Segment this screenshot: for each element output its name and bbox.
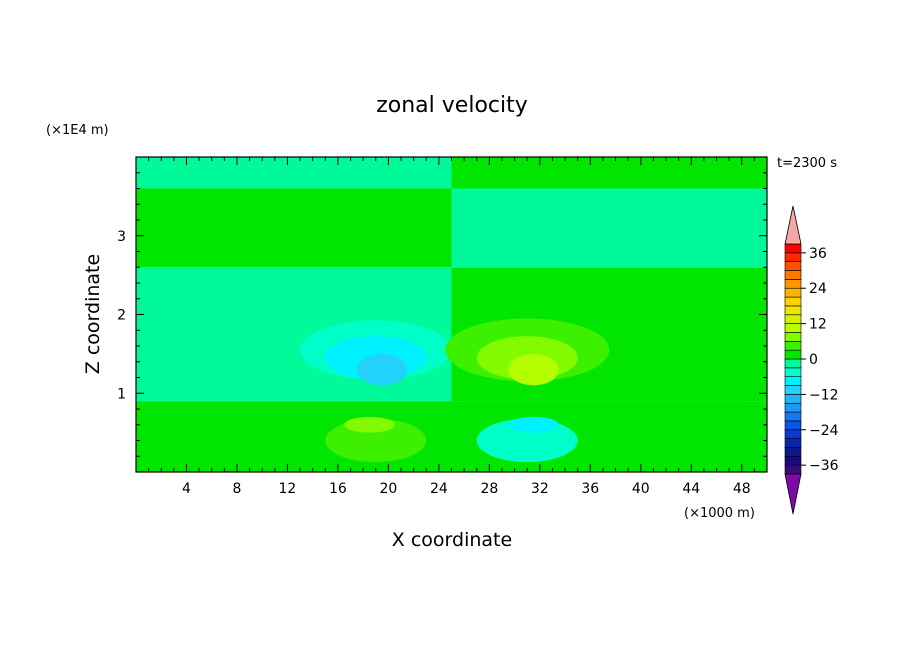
x-tick-label: 36 xyxy=(581,481,599,497)
colorbar-label: 0 xyxy=(809,352,818,368)
colorbar-segment xyxy=(784,429,802,439)
x-tick-label: 40 xyxy=(632,481,650,497)
colorbar-segment xyxy=(784,464,802,475)
colorbar-over-arrow xyxy=(784,205,802,245)
colorbar-under-arrow xyxy=(784,473,802,515)
x-tick-label: 12 xyxy=(279,481,297,497)
colorbar-segment xyxy=(784,438,802,448)
x-tick-label: 4 xyxy=(182,481,191,497)
x-tick-label: 32 xyxy=(531,481,549,497)
colorbar-segment xyxy=(784,402,802,413)
x-tick-label: 28 xyxy=(480,481,498,497)
x-axis-label: X coordinate xyxy=(392,529,512,551)
colorbar-label: 36 xyxy=(809,246,827,262)
colorbar-segment xyxy=(784,376,802,386)
chart-title: zonal velocity xyxy=(376,93,528,118)
y-tick-label: 3 xyxy=(117,229,126,245)
colorbar-label: 24 xyxy=(809,281,827,297)
x-tick-label: 16 xyxy=(329,481,347,497)
contour-left-lower-positive-core xyxy=(344,416,395,433)
colorbar: 36 24 12 0 −12 −24 −36 xyxy=(784,205,839,515)
colorbar-segment xyxy=(784,323,802,333)
contour-right-lower-negative-core xyxy=(508,416,559,433)
x-tick-label: 8 xyxy=(232,481,241,497)
x-unit-label: (×1000 m) xyxy=(684,506,755,521)
time-label: t=2300 s xyxy=(777,156,837,171)
band-3-right xyxy=(451,157,767,189)
band-2-right xyxy=(451,188,767,268)
colorbar-segment xyxy=(784,287,802,298)
contour-left-upper-negative-core xyxy=(356,353,408,386)
contour-field xyxy=(136,157,767,472)
colorbar-segment xyxy=(784,367,802,377)
contour-right-upper-positive-core xyxy=(508,353,559,386)
colorbar-segment xyxy=(784,341,802,351)
colorbar-segment xyxy=(784,252,802,262)
colorbar-segment xyxy=(784,279,802,289)
colorbar-segment xyxy=(784,314,802,324)
y-unit-label: (×1E4 m) xyxy=(46,123,109,138)
x-tick-label: 48 xyxy=(733,481,751,497)
colorbar-segment xyxy=(784,261,802,271)
colorbar-segment xyxy=(784,349,802,360)
colorbar-label: −36 xyxy=(809,458,839,474)
y-axis-label: Z coordinate xyxy=(82,254,104,374)
colorbar-segment xyxy=(784,420,802,431)
y-tick-label: 2 xyxy=(117,308,126,324)
band-2-left xyxy=(136,188,452,268)
colorbar-segment xyxy=(784,243,802,254)
colorbar-segment xyxy=(784,447,802,457)
colorbar-segment xyxy=(784,358,802,369)
x-tick-label: 20 xyxy=(379,481,397,497)
colorbar-label: −12 xyxy=(809,387,839,403)
x-tick-label: 24 xyxy=(430,481,448,497)
colorbar-segment xyxy=(784,296,802,307)
y-tick-label: 1 xyxy=(117,386,126,402)
colorbar-segment xyxy=(784,305,802,316)
colorbar-segment xyxy=(784,385,802,395)
band-3-left xyxy=(136,157,452,189)
colorbar-label: 12 xyxy=(809,317,827,333)
x-tick-label: 44 xyxy=(682,481,700,497)
colorbar-segment xyxy=(784,270,802,280)
colorbar-segment xyxy=(784,411,802,422)
colorbar-segment xyxy=(784,456,802,466)
colorbar-segment xyxy=(784,332,802,342)
colorbar-segment xyxy=(784,394,802,404)
colorbar-label: −24 xyxy=(809,423,839,439)
